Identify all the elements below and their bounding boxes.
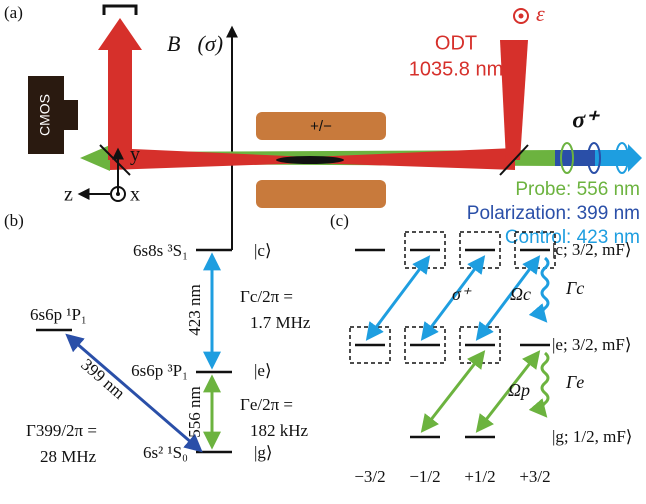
odt-wavelength: 1035.8 nm [409, 58, 504, 80]
control-coupling [368, 258, 428, 338]
linewidth-label: Γe/2π = [240, 395, 293, 414]
panel-label: (a) [4, 3, 23, 22]
odt-beam [98, 18, 142, 160]
odt-label: ODT [435, 32, 477, 54]
camera-lens [64, 100, 78, 130]
ket: |c⟩ [254, 241, 272, 260]
rabi-label: Ωp [508, 380, 530, 400]
polarization-label: ε [536, 1, 545, 26]
decay-label: Γc [565, 278, 584, 298]
ket: |e; 3/2, mF⟩ [552, 335, 631, 354]
field-label: B⃗(σ) [167, 31, 223, 56]
probe-label: Probe: 556 nm [515, 179, 640, 200]
coil [256, 180, 386, 208]
coil-label: +/− [310, 118, 332, 135]
linewidth-label: Γ399/2π = [26, 421, 97, 440]
linewidth-value: 1.7 MHz [250, 313, 311, 332]
transition-label: 423 nm [185, 284, 204, 335]
ket: |g; 1/2, mF⟩ [552, 427, 632, 446]
panel-label: (c) [330, 211, 349, 230]
sigma-label: σ⁺ [572, 108, 600, 134]
axis-label: z [64, 184, 73, 206]
probe-coupling [423, 353, 483, 430]
axis-label: x [130, 184, 140, 206]
linewidth-value: 182 kHz [250, 421, 309, 440]
mf-label: −1/2 [409, 467, 440, 486]
ket: |c; 3/2, mF⟩ [552, 240, 631, 259]
mf-label: +1/2 [464, 467, 495, 486]
transition-label: 556 nm [185, 386, 204, 437]
figure: (a) +/− B⃗(σ) CMOS ODT 1035.8 nm ε σ⁺ Pr… [0, 0, 646, 504]
odt-beam [500, 40, 528, 160]
ket: |e⟩ [254, 361, 272, 380]
mf-label: +3/2 [519, 467, 550, 486]
decay [542, 258, 548, 320]
camera-label: CMOS [37, 94, 53, 136]
out-of-plane-symbol [519, 14, 524, 19]
mf-label: −3/2 [354, 467, 385, 486]
atom-cloud [276, 156, 344, 164]
sigma-label: σ⁺ [452, 284, 472, 304]
decay [542, 353, 548, 415]
level-label: 6s6p ¹P₁ [30, 305, 87, 324]
level-label: 6s² ¹S₀ [143, 443, 188, 462]
level-label: 6s8s ³S₁ [133, 241, 188, 260]
sublevels [350, 232, 555, 437]
linewidth-value: 28 MHz [40, 447, 97, 466]
level-label: 6s6p ³P₁ [131, 361, 188, 380]
axis-label: y [130, 144, 140, 166]
mirror [104, 6, 136, 15]
decay-label: Γe [565, 372, 584, 392]
rabi-label: Ωc [510, 284, 531, 304]
linewidth-label: Γc/2π = [240, 287, 293, 306]
panel-label: (b) [4, 211, 24, 230]
polarization-beam-label: Polarization: 399 nm [467, 203, 640, 224]
axis-symbol [116, 192, 120, 196]
ket: |g⟩ [254, 443, 273, 462]
transition-label: 399 nm [77, 355, 128, 403]
